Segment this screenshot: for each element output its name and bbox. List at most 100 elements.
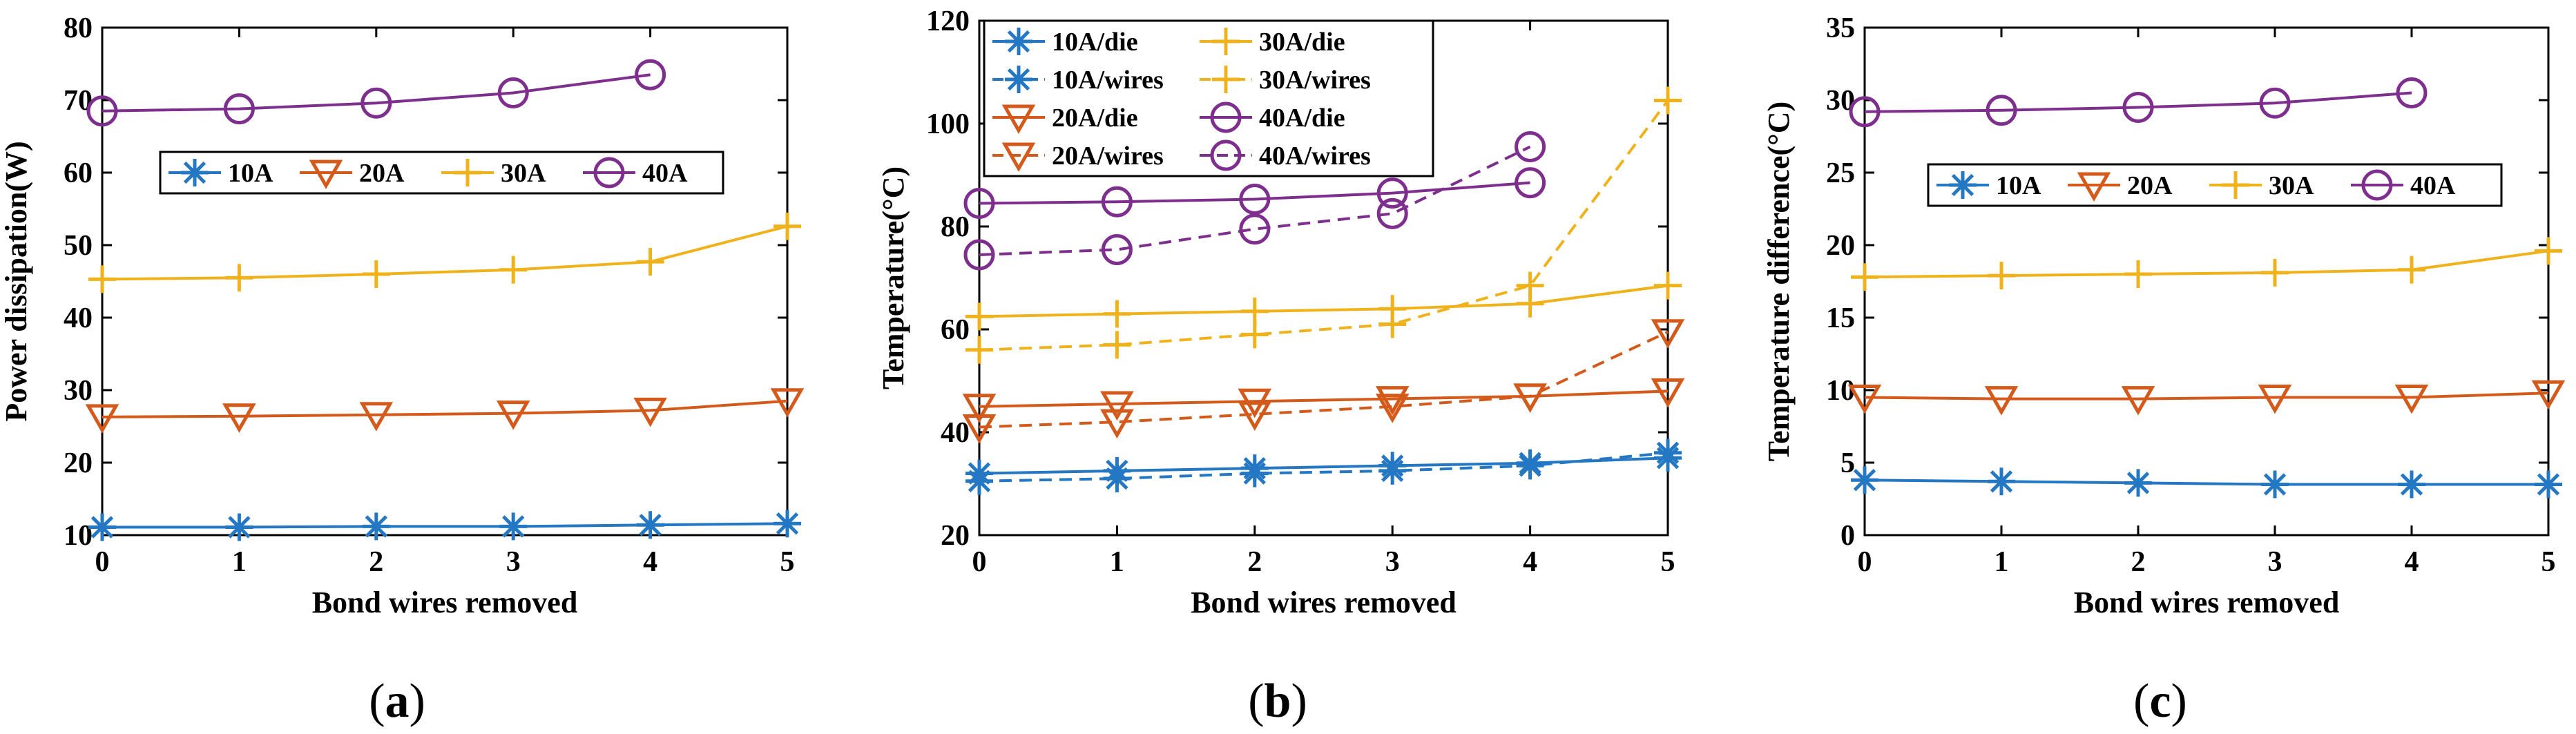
legend: 10A 20A 30A 40A (1927, 163, 2503, 207)
series-line (979, 456, 1669, 475)
series-20A-die (962, 378, 1685, 423)
series-20A (1847, 380, 2566, 416)
series-line (979, 145, 1531, 256)
data-point (88, 265, 116, 293)
data-point (635, 59, 666, 90)
legend-entry: 20A (2068, 171, 2173, 202)
caption-open: ( (369, 675, 385, 728)
data-point (2535, 470, 2562, 499)
data-point (1984, 386, 2019, 416)
series-30A-wires (965, 86, 1682, 364)
series-30A-die (965, 271, 1682, 331)
caption-letter: a (385, 675, 410, 728)
legend-label: 20A/wires (1052, 142, 1164, 171)
data-point (2261, 258, 2289, 287)
data-point (1378, 456, 1407, 485)
plot-frame (101, 26, 789, 537)
data-point (963, 187, 995, 219)
legend-label: 10A (1996, 171, 2041, 200)
data-point (2394, 385, 2429, 414)
data-point (1986, 95, 2017, 126)
x-axis-label: Bond wires removed (1191, 586, 1457, 619)
legend-marker (1210, 102, 1242, 133)
series-20A (85, 388, 805, 434)
legend-entry: 10A/wires (992, 66, 1164, 95)
data-point (496, 400, 530, 430)
y-tick-label: 50 (64, 230, 93, 262)
x-tick-label: 3 (2268, 546, 2282, 578)
data-point (770, 388, 805, 418)
y-axis-label: Power dissipation(W) (0, 141, 33, 421)
series-30A (1851, 237, 2562, 291)
data-point (1847, 385, 1882, 414)
data-point (497, 77, 529, 108)
series-line (979, 451, 1669, 483)
legend-marker (1001, 142, 1036, 173)
legend-label: 40A/die (1259, 104, 1345, 133)
legend-entry: 30A/die (1200, 28, 1345, 57)
data-point (499, 512, 528, 541)
legend-marker (2077, 172, 2111, 202)
data-point (1239, 184, 1271, 215)
legend-box (983, 19, 1434, 177)
caption-open: ( (1248, 675, 1264, 728)
y-axis-label: Temperature difference(°C) (1762, 102, 1796, 461)
legend-entry: 20A (300, 159, 405, 190)
caption-close: ) (410, 675, 425, 728)
series-line (979, 284, 1669, 318)
x-tick-label: 1 (1110, 546, 1124, 578)
series-line (102, 73, 651, 113)
y-tick-label: 20 (64, 447, 93, 479)
legend-entry: 40A/die (1200, 102, 1345, 133)
legend-entry: 30A (441, 159, 546, 188)
y-tick-label: 10 (64, 520, 93, 552)
series-line (102, 399, 788, 418)
legend-label: 30A/die (1259, 28, 1345, 57)
y-tick-label: 10 (1826, 375, 1855, 407)
legend-label: 20A (2127, 171, 2173, 200)
series-10A-die (965, 444, 1682, 487)
y-tick-label: 0 (1840, 520, 1855, 552)
data-point (965, 336, 993, 364)
data-point (1654, 86, 1682, 115)
legend-entry: 40A (583, 157, 688, 189)
data-point (222, 403, 256, 433)
legend-entry: 20A/wires (992, 142, 1164, 173)
legend-label: 40A/wires (1259, 142, 1371, 171)
series-10A-wires (965, 438, 1682, 495)
series-10A (1851, 466, 2562, 499)
legend-label: 20A (359, 159, 405, 188)
legend: 10A 20A 30A 40A (159, 151, 724, 195)
series-line (1864, 249, 2549, 279)
y-tick-label: 15 (1826, 302, 1855, 334)
data-point (1651, 378, 1685, 408)
x-tick-label: 2 (369, 546, 383, 578)
series-line (102, 522, 788, 529)
series-line (979, 330, 1669, 429)
data-point (1654, 438, 1682, 467)
legend-marker (1005, 66, 1032, 93)
data-point (2124, 469, 2152, 497)
y-tick-label: 80 (64, 12, 93, 44)
data-point (1515, 131, 1546, 163)
legend-label: 30A/wires (1259, 66, 1371, 95)
x-tick-label: 4 (1523, 546, 1537, 578)
data-point (2259, 87, 2291, 119)
data-point (1376, 177, 1408, 209)
legend-label: 20A/die (1052, 104, 1138, 133)
data-point (1100, 391, 1134, 421)
legend-marker (593, 157, 625, 189)
x-axis-label: Bond wires removed (312, 586, 578, 619)
data-point (1851, 263, 1878, 291)
series-20A-wires (962, 319, 1685, 444)
data-point (1513, 383, 1547, 413)
legend-entry: 30A (2209, 171, 2314, 200)
legend-entry: 30A/wires (1200, 66, 1371, 95)
data-point (2398, 470, 2425, 499)
series-line (979, 99, 1669, 351)
panel-caption: (a) (369, 675, 425, 728)
x-tick-label: 0 (1858, 546, 1872, 578)
data-point (1103, 331, 1131, 359)
y-tick-label: 80 (941, 211, 970, 243)
data-point (359, 402, 394, 432)
